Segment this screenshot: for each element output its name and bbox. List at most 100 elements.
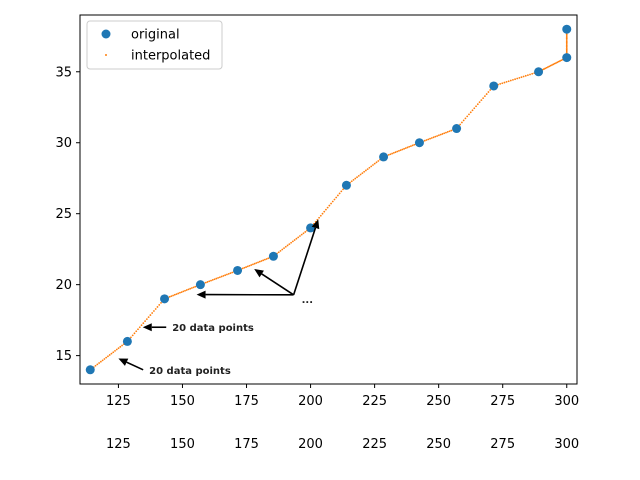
interpolated-point: [443, 132, 446, 135]
interpolated-point: [507, 80, 510, 83]
interpolated-point: [304, 231, 307, 233]
y-tick-label: 15: [55, 349, 72, 364]
interpolated-point: [222, 274, 225, 277]
interpolated-point: [145, 318, 148, 321]
interpolated-point: [565, 44, 568, 47]
x-tick-label: 300: [554, 394, 579, 409]
interpolated-point: [255, 262, 258, 264]
interpolated-point: [170, 295, 173, 298]
interpolated-point: [218, 276, 221, 279]
interpolated-point: [302, 232, 305, 235]
interpolated-point: [464, 117, 467, 120]
interpolated-point: [328, 204, 331, 207]
y-tick-label: 20: [55, 278, 72, 293]
interpolated-point: [277, 251, 280, 254]
interpolated-point: [460, 121, 463, 124]
interpolated-point: [394, 151, 397, 154]
interpolated-point: [514, 78, 516, 81]
interpolated-point: [185, 289, 188, 291]
y-tick-label: 35: [55, 65, 72, 80]
interpolated-point: [432, 136, 435, 139]
interpolated-point: [336, 194, 339, 197]
interpolated-point: [229, 272, 232, 275]
interpolated-point: [293, 239, 296, 241]
interpolated-point: [476, 103, 479, 106]
interpolated-point: [543, 68, 545, 70]
interpolated-point: [368, 166, 371, 169]
interpolated-point: [333, 198, 336, 201]
interpolated-point: [399, 149, 402, 152]
annotation-arrow-shaft: [292, 227, 317, 296]
interpolated-point: [153, 310, 155, 312]
interpolated-point: [565, 36, 568, 39]
interpolated-point: [119, 345, 122, 348]
interpolated-point: [204, 281, 207, 284]
interpolated-point: [427, 138, 430, 141]
interpolated-point: [318, 216, 321, 219]
interpolated-point: [187, 288, 190, 291]
interpolated-point: [565, 49, 568, 52]
interpolated-point: [177, 292, 180, 295]
interpolated-point: [565, 40, 568, 43]
interpolated-point: [299, 235, 301, 237]
interpolated-point: [138, 326, 141, 329]
interpolated-point: [370, 165, 373, 168]
x-tick-label: 150: [170, 394, 195, 409]
original-point: [122, 336, 132, 346]
interpolated-point: [549, 64, 552, 67]
interpolated-point: [182, 290, 185, 293]
interpolated-point: [137, 328, 139, 331]
interpolated-point: [356, 176, 358, 179]
x-tick-label-secondary: 300: [554, 437, 579, 452]
interpolated-point: [520, 76, 523, 79]
interpolated-point: [565, 48, 568, 51]
x-tick-label-secondary: 250: [426, 437, 451, 452]
interpolated-point: [406, 146, 409, 149]
interpolated-point: [438, 134, 440, 137]
interpolated-point: [168, 295, 171, 298]
original-point: [534, 67, 544, 77]
interpolated-point: [482, 97, 485, 100]
interpolated-point: [398, 149, 400, 152]
annotation-arrow-head: [254, 269, 264, 278]
interpolated-point: [331, 200, 334, 203]
interpolated-point: [389, 153, 392, 156]
interpolated-point: [459, 123, 462, 126]
interpolated-point: [160, 302, 162, 304]
interpolated-point: [154, 308, 157, 310]
original-point: [268, 251, 278, 261]
interpolated-point: [179, 291, 181, 294]
interpolated-point: [220, 275, 223, 278]
interpolated-point: [130, 336, 132, 339]
original-series: [85, 24, 572, 375]
interpolated-point: [466, 115, 469, 118]
interpolated-point: [133, 332, 136, 335]
interpolated-point: [516, 77, 519, 80]
interpolated-point: [224, 274, 227, 277]
interpolated-point: [172, 294, 174, 297]
interpolated-point: [401, 148, 404, 151]
interpolated-point: [96, 363, 99, 366]
interpolated-point: [509, 79, 512, 82]
interpolated-point: [489, 89, 492, 91]
interpolated-point: [361, 172, 364, 175]
interpolated-point: [375, 161, 378, 164]
annotation-arrow-head: [118, 358, 129, 366]
interpolated-point: [265, 258, 268, 260]
interpolated-point: [471, 109, 474, 112]
annotation-arrow-shaft: [126, 361, 144, 371]
x-tick-label-secondary: 150: [170, 437, 195, 452]
interpolated-point: [366, 168, 369, 170]
interpolated-point: [522, 75, 525, 78]
x-tick-label-secondary: 125: [106, 437, 131, 452]
interpolated-point: [560, 59, 563, 62]
interpolated-point: [291, 240, 294, 243]
annotation-label: 20 data points: [149, 366, 231, 377]
interpolated-point: [529, 73, 531, 76]
interpolated-point: [526, 74, 529, 77]
interpolated-point: [295, 237, 298, 240]
original-point: [233, 265, 243, 275]
interpolated-point: [288, 243, 291, 246]
interpolated-point: [551, 64, 553, 66]
interpolated-point: [257, 261, 259, 264]
